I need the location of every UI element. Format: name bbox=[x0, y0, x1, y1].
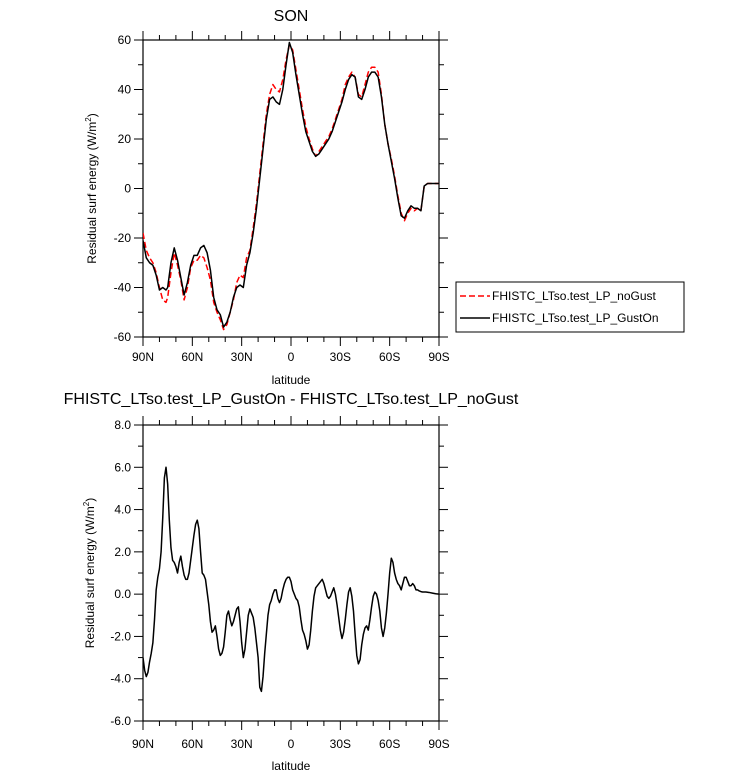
chart-0-y-tick-label: -60 bbox=[114, 330, 132, 344]
chart-1-title: FHISTC_LTso.test_LP_GustOn - FHISTC_LTso… bbox=[64, 391, 519, 408]
chart-1-series-0-line bbox=[143, 466, 439, 693]
chart-0-title: SON bbox=[274, 8, 309, 25]
chart-0-y-axis-label-end: ) bbox=[85, 113, 99, 117]
chart-1-y-tick-label: 8.0 bbox=[114, 418, 131, 432]
chart-1-x-tick-label: 30S bbox=[330, 737, 351, 751]
chart-0-series-1-line bbox=[143, 41, 439, 328]
chart-1-x-tick-label: 60S bbox=[379, 737, 400, 751]
chart-1-x-tick-label: 90S bbox=[428, 737, 449, 751]
chart-1-x-axis-label: latitude bbox=[272, 759, 311, 773]
chart-1-y-axis-label-sup: 2 bbox=[82, 501, 91, 506]
chart-1-y-axis-label-main: Residual surf energy (W/m bbox=[83, 506, 97, 648]
chart-1-x-tick-label: 30N bbox=[231, 737, 253, 751]
chart-1-y-tick-label: 2.0 bbox=[114, 545, 131, 559]
chart-1-y-axis-label-end: ) bbox=[83, 498, 97, 502]
chart-0-x-tick-label: 60S bbox=[379, 350, 400, 364]
chart-0-y-tick-label: 60 bbox=[118, 33, 132, 47]
chart-top: SON 90N 60N 30N 0 30S 60S 90S -60 -40 -20 0 20 40 60 la… bbox=[84, 8, 685, 387]
chart-1-y-tick-label: 6.0 bbox=[114, 460, 131, 474]
chart-0-y-tick-label: -20 bbox=[114, 231, 132, 245]
chart-1-x-tick-label: 0 bbox=[288, 737, 295, 751]
chart-0-y-axis-label-main: Residual surf energy (W/m bbox=[85, 122, 99, 264]
chart-0-x-tick-label: 90N bbox=[132, 350, 154, 364]
chart-1-x-tick-label: 60N bbox=[181, 737, 203, 751]
chart-0-legend-label-1: FHISTC_LTso.test_LP_GustOn bbox=[492, 311, 659, 325]
chart-1-y-tick-label: -6.0 bbox=[110, 714, 131, 728]
chart-0-y-axis-label: Residual surf energy (W/m2) bbox=[84, 113, 99, 264]
chart-bottom: FHISTC_LTso.test_LP_GustOn - FHISTC_LTso… bbox=[64, 391, 519, 773]
chart-0-x-tick-label: 30N bbox=[231, 350, 253, 364]
chart-0-y-tick-label: 40 bbox=[118, 83, 132, 97]
chart-0-legend: FHISTC_LTso.test_LP_noGust FHISTC_LTso.te… bbox=[455, 281, 685, 333]
chart-1-y-axis-label: Residual surf energy (W/m2) bbox=[82, 498, 97, 649]
chart-0-legend-label-0: FHISTC_LTso.test_LP_noGust bbox=[492, 289, 657, 303]
chart-0-x-tick-label: 90S bbox=[428, 350, 449, 364]
chart-0-y-tick-label: 20 bbox=[118, 132, 132, 146]
chart-0-legend-box bbox=[455, 281, 685, 333]
chart-0-x-tick-label: 30S bbox=[330, 350, 351, 364]
chart-0-y-axis-label-sup: 2 bbox=[84, 117, 93, 122]
chart-0-plot-frame bbox=[142, 39, 440, 338]
chart-1-y-tick-label: -4.0 bbox=[110, 672, 131, 686]
chart-0-x-tick-label: 0 bbox=[288, 350, 295, 364]
chart-0-x-tick-label: 60N bbox=[181, 350, 203, 364]
chart-0-x-axis-label: latitude bbox=[272, 373, 311, 387]
chart-0-series-0-line bbox=[143, 44, 439, 331]
chart-1-y-tick-label: 0.0 bbox=[114, 587, 131, 601]
chart-1-x-tick-label: 90N bbox=[132, 737, 154, 751]
chart-0-y-tick-label: -40 bbox=[114, 281, 132, 295]
chart-0-y-tick-label: 0 bbox=[124, 182, 131, 196]
chart-1-y-tick-label: -2.0 bbox=[110, 629, 131, 643]
chart-1-y-tick-label: 4.0 bbox=[114, 503, 131, 517]
